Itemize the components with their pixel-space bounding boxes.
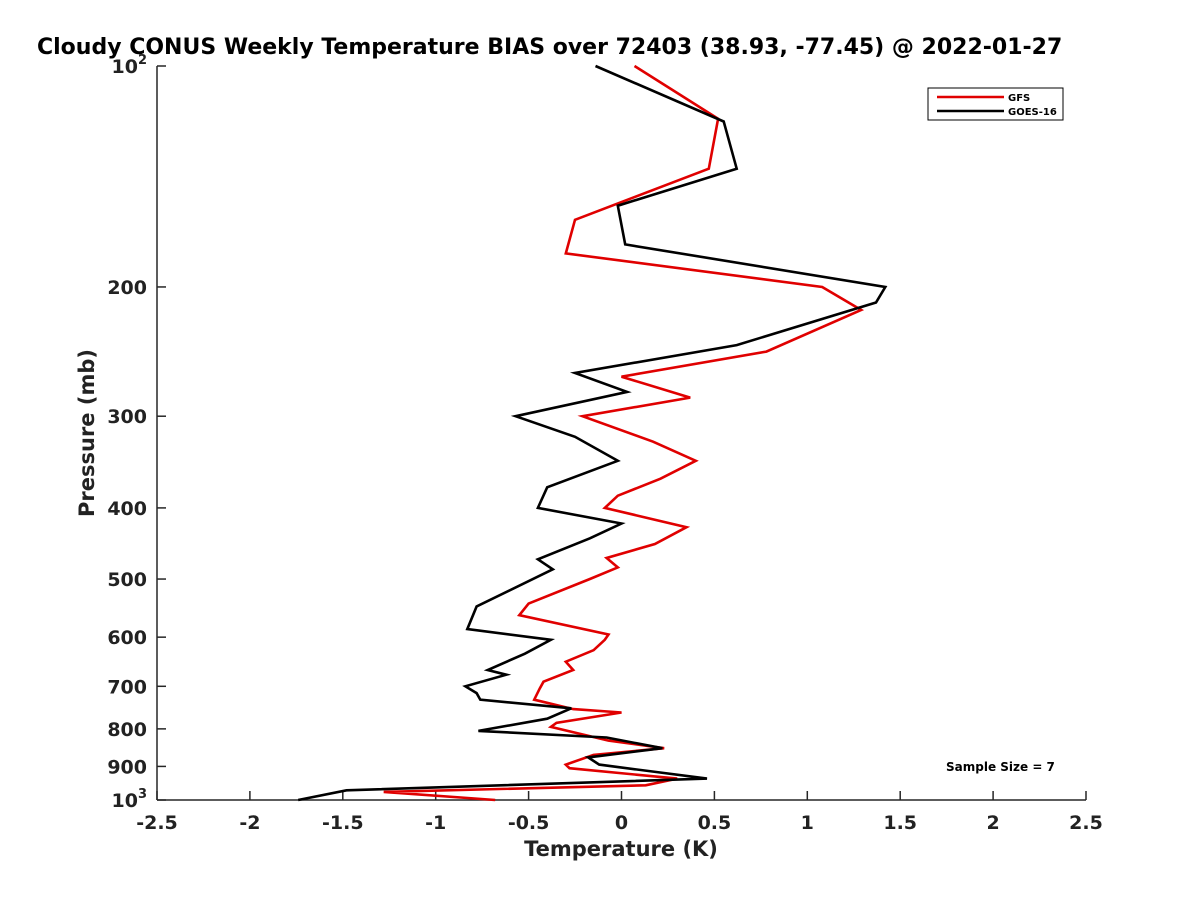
x-axis-label: Temperature (K) (524, 837, 718, 861)
legend-label-goes16: GOES-16 (1008, 107, 1057, 118)
chart-title: Cloudy CONUS Weekly Temperature BIAS ove… (37, 35, 1062, 60)
y-tick-label: 700 (107, 676, 147, 698)
x-tick-label: -2.5 (136, 812, 178, 834)
y-tick-label: 900 (107, 756, 147, 778)
y-tick-label: 600 (107, 627, 147, 649)
y-tick-label: 500 (107, 569, 147, 591)
x-axis-ticks: -2.5 -2 -1.5 -1 -0.5 0 0.5 1 1.5 2 2.5 (136, 791, 1103, 834)
y-axis-label: Pressure (mb) (75, 349, 99, 517)
x-tick-label: -2 (239, 812, 260, 834)
y-tick-label: 400 (107, 498, 147, 520)
x-tick-label: -1.5 (322, 812, 364, 834)
sample-size-annotation: Sample Size = 7 (946, 760, 1055, 774)
x-tick-label: 0 (615, 812, 628, 834)
y-tick-label: 800 (107, 719, 147, 741)
y-axis-ticks: 102 200 300 400 500 600 700 800 900 103 (107, 53, 166, 812)
legend-box (927, 87, 1064, 121)
series-line-goes16 (297, 64, 888, 802)
y-tick-label: 102 (112, 53, 148, 78)
y-tick-label: 103 (112, 787, 148, 812)
x-tick-label: 1 (801, 812, 814, 834)
x-tick-label: -0.5 (508, 812, 550, 834)
x-tick-label: 0.5 (698, 812, 732, 834)
legend: GFS GOES-16 (927, 87, 1064, 121)
y-tick-label: 300 (107, 406, 147, 428)
x-tick-label: 1.5 (883, 812, 917, 834)
legend-label-gfs: GFS (1008, 93, 1030, 104)
y-tick-label: 200 (107, 277, 147, 299)
x-tick-label: 2.5 (1069, 812, 1103, 834)
series-lines (297, 64, 888, 802)
x-tick-label: -1 (425, 812, 446, 834)
x-tick-label: 2 (986, 812, 999, 834)
